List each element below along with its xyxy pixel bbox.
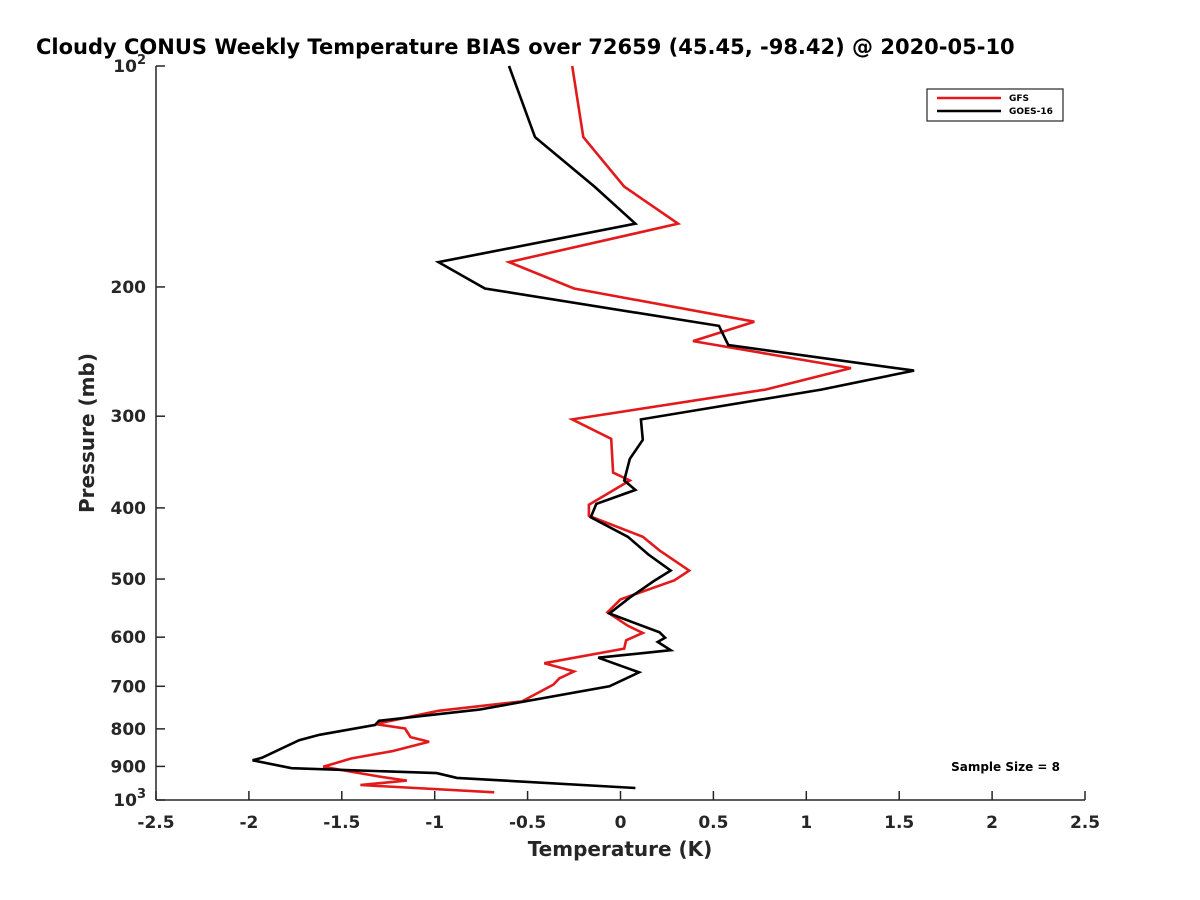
y-tick-label: 700: [111, 677, 147, 697]
x-tick-label: 1.5: [884, 813, 914, 833]
x-tick-label: -2: [239, 813, 258, 833]
x-tick-label: 1: [800, 813, 812, 833]
chart-title: Cloudy CONUS Weekly Temperature BIAS ove…: [36, 35, 1015, 59]
x-tick-label: -0.5: [509, 813, 546, 833]
y-tick-label: 800: [111, 720, 147, 740]
x-tick-label: -1: [425, 813, 444, 833]
y-tick-label: 400: [111, 499, 147, 519]
x-tick-label: 0: [615, 813, 627, 833]
x-tick-label: -2.5: [137, 813, 174, 833]
y-tick-label: 600: [111, 628, 147, 648]
legend-box: [926, 88, 1064, 122]
y-tick-label: 500: [111, 570, 147, 590]
x-tick-label: 2: [986, 813, 998, 833]
legend-label: GFS: [1009, 94, 1029, 104]
y-tick-label: 103: [113, 787, 146, 811]
y-tick-label: 900: [111, 757, 147, 777]
y-tick-label: 200: [111, 278, 147, 298]
y-tick-label: 300: [111, 407, 147, 427]
x-axis-label: Temperature (K): [528, 837, 713, 861]
series-layer: [252, 65, 915, 794]
series-line-goes-16: [252, 65, 915, 790]
y-tick-label: 102: [113, 53, 146, 77]
x-tick-label: -1.5: [323, 813, 360, 833]
y-axis-label: Pressure (mb): [75, 353, 99, 513]
series-line-gfs: [322, 65, 852, 794]
legend: GFS GOES-16: [926, 88, 1064, 122]
sample-size-annotation: Sample Size = 8: [951, 760, 1060, 774]
x-tick-label: 2.5: [1070, 813, 1100, 833]
legend-label: GOES-16: [1009, 107, 1053, 117]
x-tick-label: 0.5: [698, 813, 728, 833]
axes: -2.5 -2 -1.5 -1 -0.5 0 0.5 1 1.5 2 2.5 102 200 300 400…: [111, 53, 1101, 833]
